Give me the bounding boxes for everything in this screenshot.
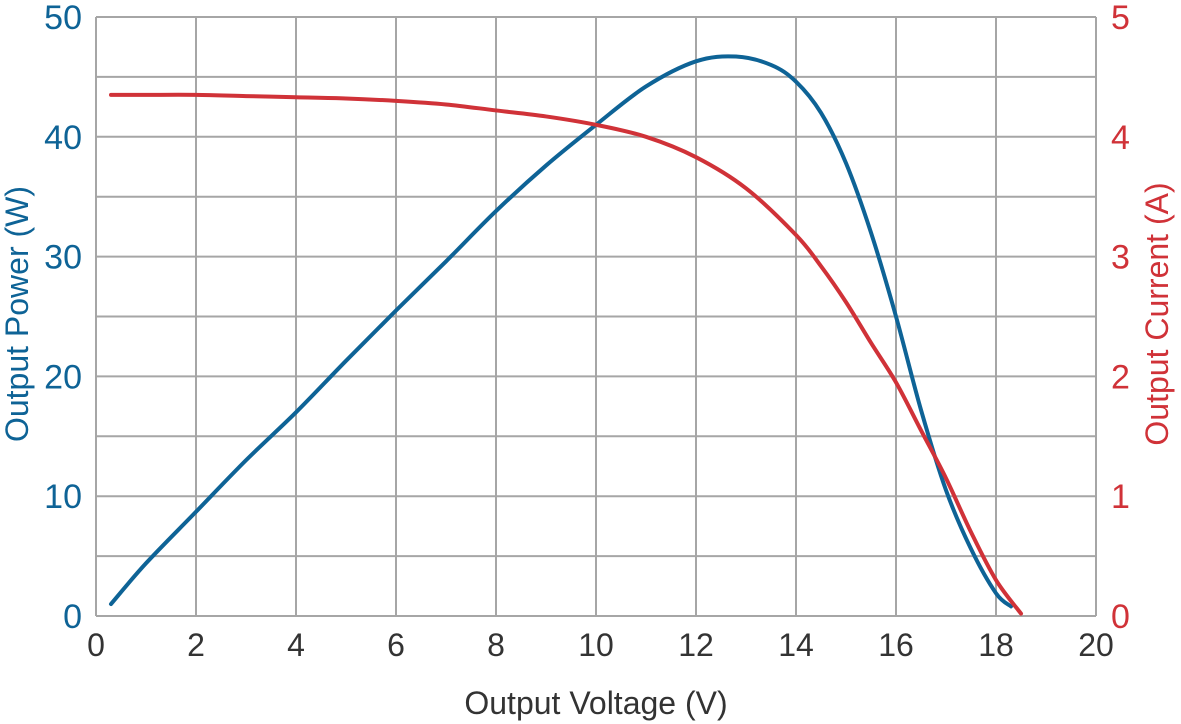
x-tick-label: 6	[387, 627, 405, 663]
x-axis-title: Output Voltage (V)	[464, 685, 727, 721]
x-tick-label: 10	[578, 627, 614, 663]
series-line-current	[109, 92, 1023, 616]
y-right-tick-label: 2	[1111, 358, 1130, 396]
x-tick-label: 0	[87, 627, 105, 663]
grid	[95, 16, 1097, 617]
x-tick-label: 4	[287, 627, 305, 663]
y-axis-right-title: Output Current (A)	[1139, 182, 1175, 445]
y-left-tick-label: 10	[44, 478, 82, 516]
x-tick-label: 20	[1078, 627, 1114, 663]
x-tick-label: 18	[978, 627, 1014, 663]
y-left-tick-label: 50	[44, 0, 82, 37]
y-right-tick-label: 5	[1111, 0, 1130, 37]
series-layer	[109, 54, 1023, 616]
series-line-power	[109, 54, 1013, 609]
y-right-tick-label: 3	[1111, 239, 1130, 277]
y-left-tick-label: 0	[63, 598, 82, 636]
y-right-tick-label: 4	[1111, 119, 1130, 157]
x-tick-label: 2	[187, 627, 205, 663]
y-left-tick-label: 30	[44, 239, 82, 277]
y-left-tick-label: 20	[44, 358, 82, 396]
x-tick-label: 14	[778, 627, 814, 663]
x-tick-label: 16	[878, 627, 914, 663]
x-tick-label: 8	[487, 627, 505, 663]
y-right-tick-label: 1	[1111, 478, 1130, 516]
y-right-tick-label: 0	[1111, 598, 1130, 636]
y-left-tick-label: 40	[44, 119, 82, 157]
x-tick-label: 12	[678, 627, 714, 663]
y-axis-left-title: Output Power (W)	[0, 186, 35, 442]
